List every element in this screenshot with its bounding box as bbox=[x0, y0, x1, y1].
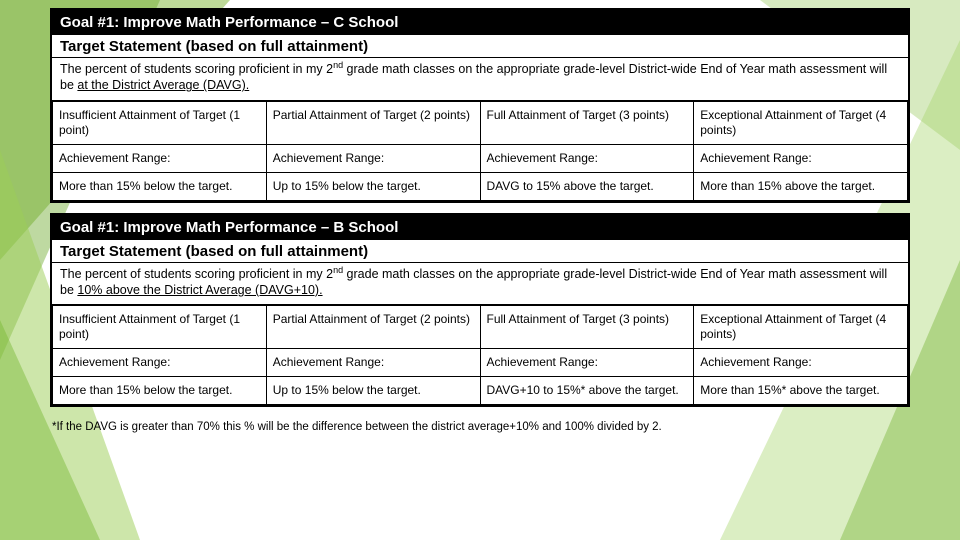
range-cell: Up to 15% below the target. bbox=[266, 377, 480, 405]
rubric-range-row: More than 15% below the target. Up to 15… bbox=[53, 377, 908, 405]
rubric-header-row: Insufficient Attainment of Target (1 poi… bbox=[53, 305, 908, 349]
target-statement-label: Target Statement (based on full attainme… bbox=[52, 35, 908, 58]
slide-content: Goal #1: Improve Math Performance – C Sc… bbox=[0, 0, 960, 433]
target-statement-label: Target Statement (based on full attainme… bbox=[52, 240, 908, 263]
goal-block-c: Goal #1: Improve Math Performance – C Sc… bbox=[50, 8, 910, 203]
rubric-range-label-row: Achievement Range: Achievement Range: Ac… bbox=[53, 144, 908, 172]
col-header: Insufficient Attainment of Target (1 poi… bbox=[53, 101, 267, 145]
range-label: Achievement Range: bbox=[694, 349, 908, 377]
col-header: Partial Attainment of Target (2 points) bbox=[266, 305, 480, 349]
range-label: Achievement Range: bbox=[53, 349, 267, 377]
target-statement-body: The percent of students scoring proficie… bbox=[52, 58, 908, 100]
range-cell: More than 15% below the target. bbox=[53, 172, 267, 200]
body-underlined: at the District Average (DAVG). bbox=[77, 78, 249, 92]
range-label: Achievement Range: bbox=[266, 349, 480, 377]
col-header: Partial Attainment of Target (2 points) bbox=[266, 101, 480, 145]
range-label: Achievement Range: bbox=[694, 144, 908, 172]
body-sup: nd bbox=[333, 60, 343, 70]
rubric-table: Insufficient Attainment of Target (1 poi… bbox=[52, 100, 908, 201]
range-label: Achievement Range: bbox=[266, 144, 480, 172]
rubric-table: Insufficient Attainment of Target (1 poi… bbox=[52, 304, 908, 405]
range-label: Achievement Range: bbox=[480, 144, 694, 172]
body-underlined: 10% above the District Average (DAVG+10)… bbox=[77, 283, 322, 297]
range-cell: More than 15% above the target. bbox=[694, 172, 908, 200]
rubric-header-row: Insufficient Attainment of Target (1 poi… bbox=[53, 101, 908, 145]
goal-block-b: Goal #1: Improve Math Performance – B Sc… bbox=[50, 213, 910, 408]
rubric-range-label-row: Achievement Range: Achievement Range: Ac… bbox=[53, 349, 908, 377]
range-cell: More than 15%* above the target. bbox=[694, 377, 908, 405]
goal-header: Goal #1: Improve Math Performance – B Sc… bbox=[52, 215, 908, 240]
rubric-range-row: More than 15% below the target. Up to 15… bbox=[53, 172, 908, 200]
range-label: Achievement Range: bbox=[53, 144, 267, 172]
body-pre: The percent of students scoring proficie… bbox=[60, 62, 333, 76]
col-header: Insufficient Attainment of Target (1 poi… bbox=[53, 305, 267, 349]
range-cell: Up to 15% below the target. bbox=[266, 172, 480, 200]
col-header: Exceptional Attainment of Target (4 poin… bbox=[694, 305, 908, 349]
range-cell: DAVG to 15% above the target. bbox=[480, 172, 694, 200]
col-header: Full Attainment of Target (3 points) bbox=[480, 305, 694, 349]
target-statement-body: The percent of students scoring proficie… bbox=[52, 263, 908, 305]
range-label: Achievement Range: bbox=[480, 349, 694, 377]
footnote: *If the DAVG is greater than 70% this % … bbox=[50, 417, 910, 433]
goal-header: Goal #1: Improve Math Performance – C Sc… bbox=[52, 10, 908, 35]
body-pre: The percent of students scoring proficie… bbox=[60, 267, 333, 281]
range-cell: More than 15% below the target. bbox=[53, 377, 267, 405]
body-sup: nd bbox=[333, 265, 343, 275]
range-cell: DAVG+10 to 15%* above the target. bbox=[480, 377, 694, 405]
col-header: Full Attainment of Target (3 points) bbox=[480, 101, 694, 145]
col-header: Exceptional Attainment of Target (4 poin… bbox=[694, 101, 908, 145]
